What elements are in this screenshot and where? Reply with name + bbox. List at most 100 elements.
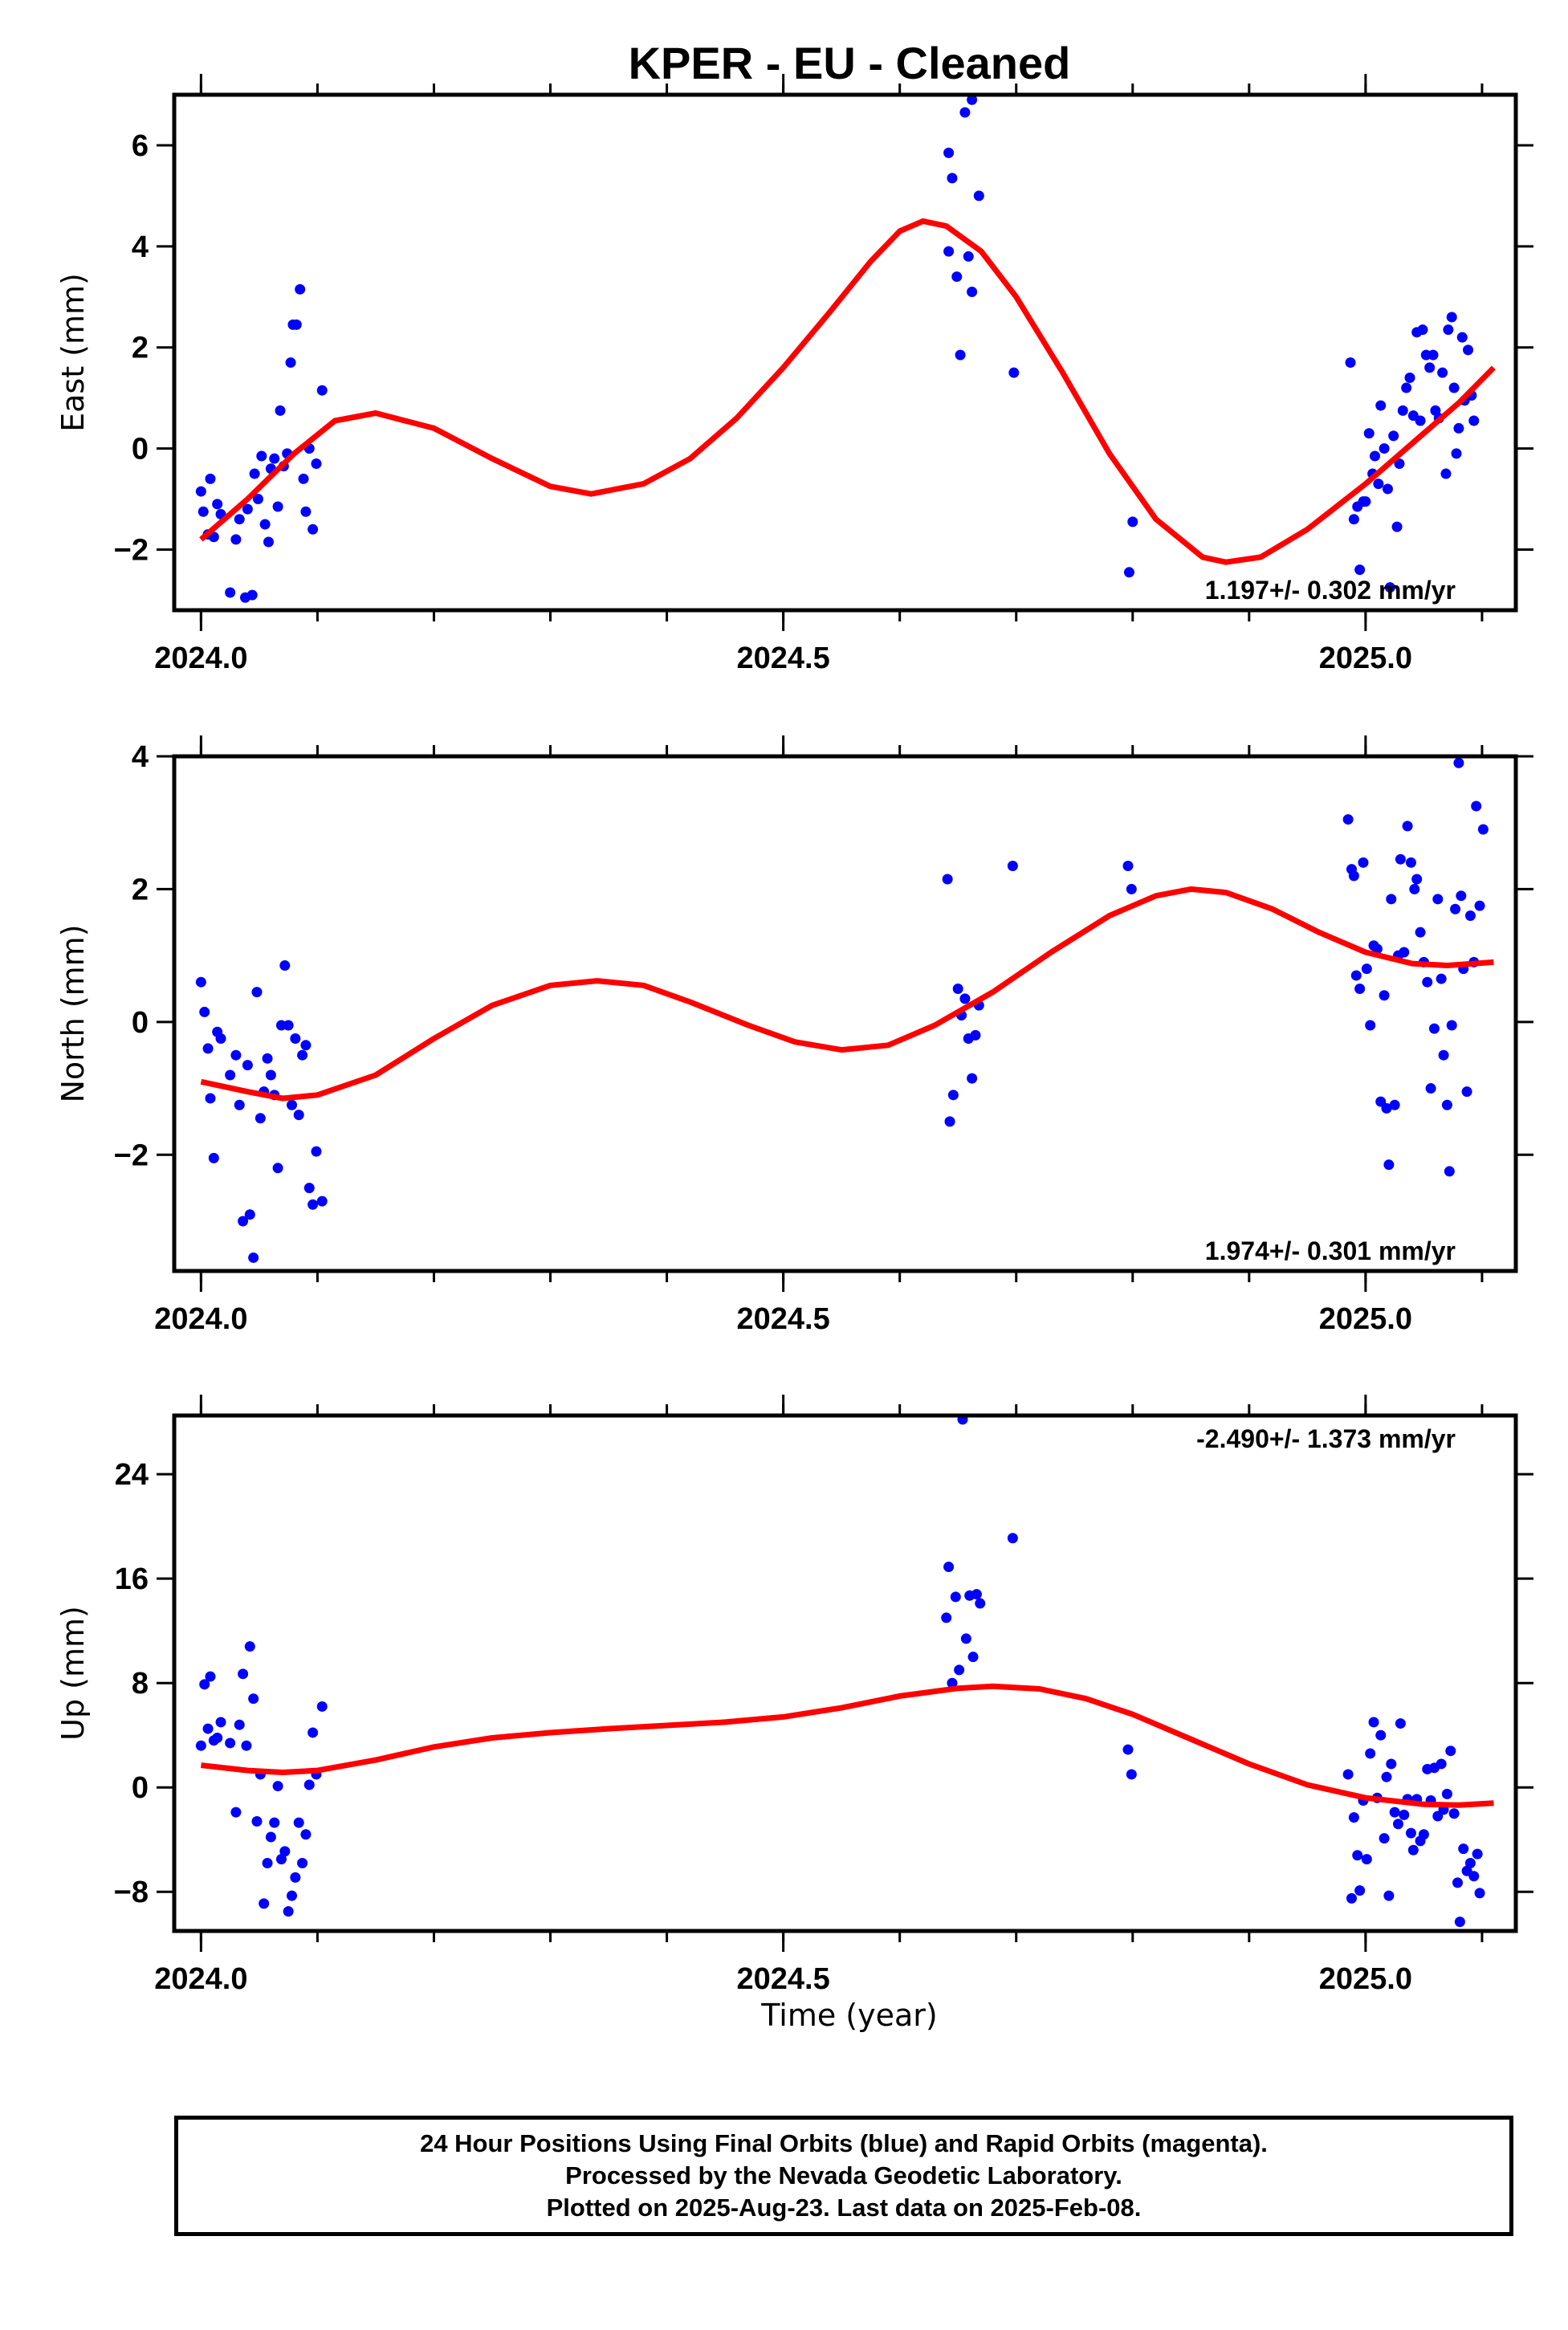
data-point	[944, 1116, 955, 1127]
data-point	[290, 1033, 301, 1045]
y-tick-label: −2	[114, 533, 149, 567]
data-point	[1368, 1717, 1379, 1728]
data-point	[1436, 973, 1447, 984]
data-point	[234, 1719, 245, 1730]
data-point	[298, 473, 309, 484]
data-point	[1402, 821, 1413, 832]
data-point	[311, 1146, 322, 1157]
data-point	[307, 1727, 319, 1738]
plot-frame	[172, 92, 1518, 613]
data-point	[230, 1807, 242, 1818]
data-point	[1432, 894, 1444, 905]
y-tick-label: 4	[132, 740, 149, 774]
data-point	[316, 385, 328, 396]
data-point	[951, 271, 963, 283]
data-point	[205, 1093, 216, 1104]
data-point	[1363, 428, 1375, 439]
data-point	[1360, 496, 1371, 507]
data-point	[1407, 1844, 1419, 1855]
data-point	[1394, 458, 1405, 469]
data-point	[269, 453, 280, 464]
y-tick-label: 8	[132, 1667, 149, 1701]
x-axis-label: Time (year)	[760, 1998, 938, 2033]
data-point	[265, 1831, 276, 1843]
data-point	[1464, 910, 1476, 922]
data-point	[1436, 1758, 1447, 1770]
data-point	[1358, 857, 1369, 868]
data-point	[1441, 1788, 1452, 1799]
rate-label: 1.974+/- 0.301 mm/yr	[1205, 1236, 1456, 1265]
y-tick-label: 4	[132, 230, 149, 264]
data-point	[1415, 927, 1426, 938]
y-tick-label: 6	[132, 129, 149, 163]
data-point	[1371, 943, 1383, 955]
data-point	[283, 1020, 294, 1031]
data-point	[1395, 1718, 1406, 1729]
data-point	[251, 1815, 263, 1827]
data-point	[1379, 443, 1390, 454]
data-point	[215, 1033, 226, 1045]
data-point	[1342, 814, 1354, 825]
data-point	[1379, 1833, 1390, 1844]
data-point	[967, 95, 978, 105]
data-point	[212, 499, 223, 510]
data-point	[208, 1152, 219, 1163]
data-point	[971, 1589, 982, 1600]
data-point	[1354, 1885, 1366, 1896]
y-tick-label: 16	[115, 1562, 149, 1596]
y-tick-label: 0	[132, 1006, 149, 1040]
data-point	[942, 874, 953, 885]
data-point	[970, 1029, 981, 1041]
data-point	[242, 1060, 253, 1071]
data-point	[225, 1069, 236, 1081]
data-point	[215, 1717, 226, 1728]
data-point	[1448, 382, 1460, 393]
caption-box: 24 Hour Positions Using Final Orbits (bl…	[174, 2116, 1513, 2236]
data-point	[967, 286, 978, 297]
data-point	[1399, 1809, 1410, 1820]
data-point	[1474, 1888, 1485, 1899]
data-point	[225, 587, 236, 598]
data-point	[1391, 521, 1403, 532]
data-point	[954, 1664, 965, 1676]
data-point	[241, 1740, 252, 1751]
data-point	[1383, 1159, 1395, 1171]
data-point	[1007, 1533, 1018, 1544]
data-point	[300, 1040, 312, 1051]
data-point	[1456, 890, 1467, 902]
plot-frame	[172, 1413, 1518, 1933]
data-point	[242, 503, 253, 515]
data-point	[1417, 324, 1428, 336]
data-point	[1405, 857, 1416, 868]
data-point	[943, 1562, 955, 1573]
data-point	[955, 349, 966, 360]
data-point	[195, 976, 206, 988]
data-point	[287, 1890, 298, 1901]
data-point	[205, 1671, 216, 1682]
data-point	[957, 1416, 968, 1425]
data-point	[1381, 1102, 1392, 1114]
data-point	[1375, 1729, 1387, 1741]
data-point	[1365, 1020, 1376, 1031]
data-point	[1361, 963, 1372, 975]
data-point	[1348, 514, 1359, 525]
data-point	[1453, 757, 1464, 768]
x-tick-label: 2024.0	[154, 642, 247, 675]
y-axis-label: East (mm)	[55, 273, 91, 432]
data-point	[283, 1906, 294, 1917]
east-panel: 2024.0 2024.5 2025.0 −2 0 2 4 6 East (mm) 1.197+/…	[55, 74, 1533, 675]
data-point	[1452, 1877, 1463, 1888]
data-point	[1415, 415, 1426, 426]
data-point	[279, 1846, 291, 1857]
data-point	[272, 501, 283, 512]
data-point	[975, 1598, 986, 1609]
x-tick-label: 2025.0	[1319, 1962, 1412, 1996]
data-point	[303, 1779, 315, 1790]
data-point	[1354, 983, 1366, 994]
caption-line: Plotted on 2025-Aug-23. Last data on 202…	[546, 2194, 1142, 2222]
data-point	[290, 1872, 301, 1883]
data-point	[1352, 1850, 1363, 1861]
x-tick-label: 2025.0	[1319, 642, 1412, 675]
data-point	[1425, 1083, 1436, 1094]
plot-area	[195, 1416, 1494, 1928]
